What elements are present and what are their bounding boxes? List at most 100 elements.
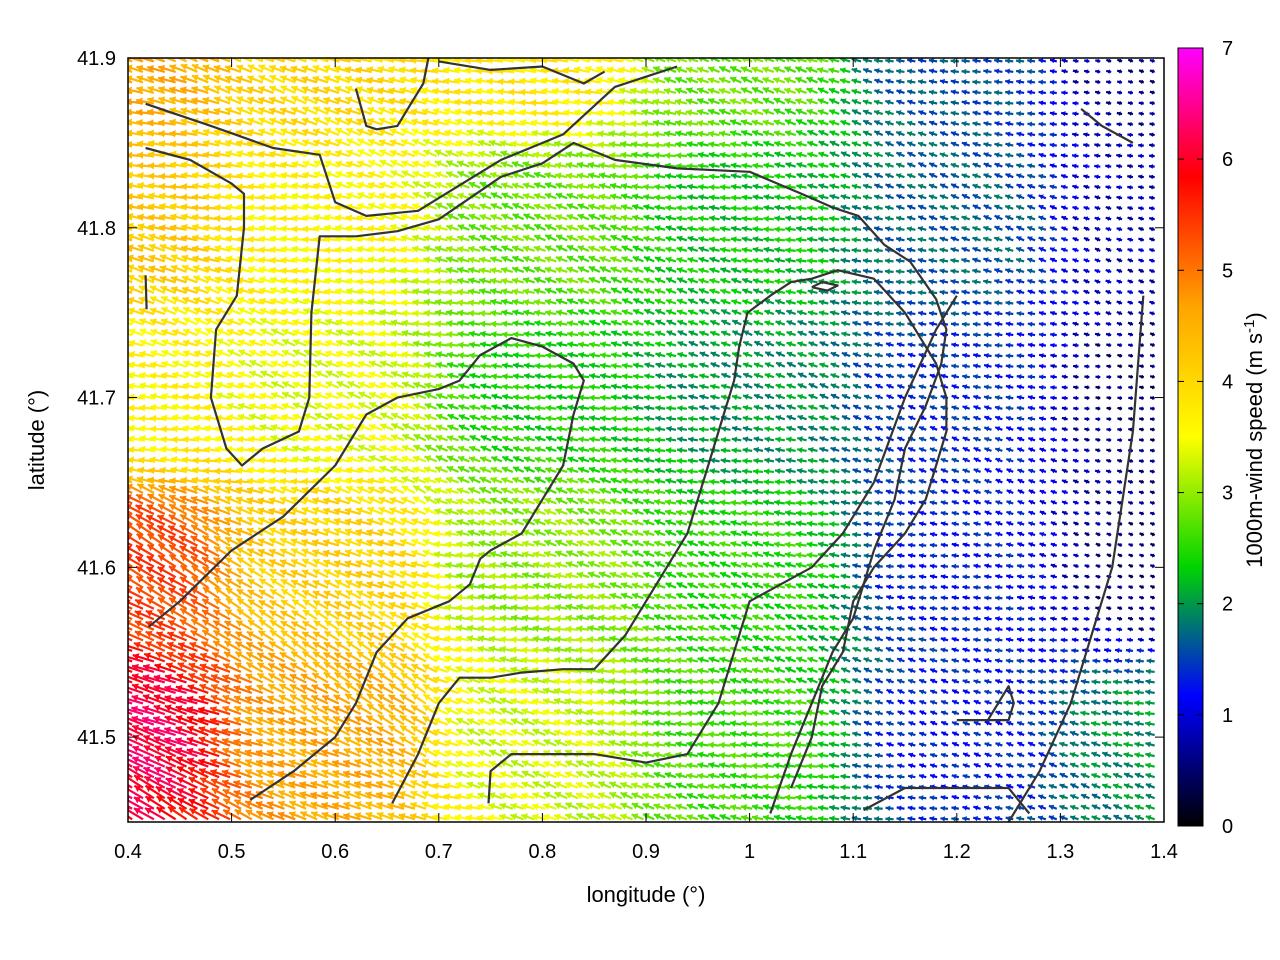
wind-arrow: [951, 173, 959, 178]
wind-arrow: [236, 172, 251, 179]
wind-arrow: [1150, 69, 1155, 73]
wind-arrow: [335, 299, 349, 306]
wind-arrow: [852, 194, 861, 200]
wind-arrow: [424, 310, 437, 317]
wind-arrow: [994, 300, 1002, 305]
wind-arrow: [951, 194, 959, 199]
wind-arrow: [545, 203, 557, 210]
wind-arrow: [556, 245, 567, 251]
wind-arrow: [655, 309, 665, 315]
wind-arrow: [534, 320, 545, 327]
wind-arrow: [1027, 174, 1035, 179]
wind-arrow: [1072, 143, 1079, 148]
wind-arrow: [994, 121, 1002, 126]
wind-arrow: [710, 309, 719, 315]
wind-arrow: [753, 194, 763, 200]
wind-arrow: [1084, 227, 1090, 231]
wind-arrow: [457, 235, 469, 242]
wind-arrow: [951, 236, 959, 241]
wind-arrow: [523, 224, 534, 231]
wind-arrow: [1039, 58, 1046, 63]
wind-arrow: [446, 171, 458, 178]
wind-arrow: [929, 90, 937, 96]
wind-arrow: [545, 224, 556, 231]
wind-arrow: [994, 258, 1002, 263]
wind-arrow: [1050, 300, 1057, 305]
wind-arrow: [479, 288, 491, 295]
wind-arrow: [940, 184, 948, 189]
wind-arrow: [907, 141, 915, 146]
wind-arrow: [523, 277, 535, 284]
wind-arrow: [1094, 143, 1100, 148]
wind-arrow: [983, 100, 991, 106]
wind-arrow: [501, 278, 513, 285]
wind-arrow: [775, 299, 785, 305]
wind-arrow: [1084, 248, 1090, 252]
wind-arrow: [1050, 58, 1057, 63]
wind-arrow: [918, 215, 926, 220]
wind-arrow: [829, 236, 839, 242]
wind-arrow: [490, 267, 502, 274]
wind-arrow: [1150, 59, 1155, 63]
wind-arrow: [620, 163, 632, 170]
wind-arrow: [675, 77, 687, 84]
wind-arrow: [1005, 205, 1013, 210]
wind-arrow: [435, 299, 448, 306]
wind-arrow: [962, 131, 970, 136]
wind-arrow: [753, 278, 763, 284]
wind-arrow: [775, 309, 784, 315]
wind-arrow: [730, 109, 742, 116]
wind-arrow: [610, 245, 621, 252]
wind-arrow: [1027, 236, 1035, 241]
wind-arrow: [688, 257, 698, 263]
wind-arrow: [501, 267, 513, 274]
wind-arrow: [1095, 217, 1101, 222]
wind-arrow: [512, 309, 523, 316]
wind-arrow: [940, 236, 948, 242]
wind-arrow: [1039, 132, 1046, 137]
wind-arrow: [731, 195, 742, 201]
wind-arrow: [446, 267, 459, 274]
wind-arrow: [642, 98, 655, 105]
wind-arrow: [796, 109, 807, 115]
wind-arrow: [1149, 238, 1154, 242]
wind-arrow: [1061, 163, 1068, 168]
wind-arrow: [633, 320, 643, 326]
wind-arrow: [457, 160, 469, 167]
wind-arrow: [600, 299, 611, 306]
wind-arrow: [357, 309, 371, 316]
wind-arrow: [774, 215, 784, 221]
wind-arrow: [1027, 268, 1035, 273]
wind-arrow: [446, 289, 459, 296]
wind-arrow: [642, 109, 655, 116]
wind-arrow: [566, 162, 578, 169]
wind-arrow: [874, 216, 883, 222]
wind-arrow: [885, 300, 894, 306]
wind-arrow: [446, 235, 458, 242]
wind-arrow: [666, 277, 676, 283]
wind-arrow: [468, 161, 480, 168]
wind-arrow: [490, 256, 502, 263]
wind-arrow: [785, 130, 796, 136]
wind-arrow: [951, 121, 959, 126]
wind-arrow: [644, 256, 654, 262]
wind-arrow: [775, 151, 785, 157]
wind-arrow: [1095, 206, 1101, 211]
wind-arrow: [534, 256, 546, 263]
wind-arrow: [390, 289, 404, 296]
wind-arrow: [785, 194, 795, 200]
wind-arrow: [940, 121, 948, 126]
wind-arrow: [983, 257, 991, 262]
wind-arrow: [762, 77, 774, 84]
wind-arrow: [818, 247, 828, 253]
wind-arrow: [1095, 269, 1101, 274]
wind-arrow: [1116, 164, 1122, 169]
wind-arrow: [435, 309, 448, 316]
wind-arrow: [807, 268, 817, 274]
wind-arrow: [1073, 59, 1079, 64]
wind-arrow: [896, 69, 904, 75]
wind-arrow: [929, 142, 937, 148]
wind-arrow: [1005, 279, 1013, 284]
wind-arrow: [1127, 196, 1133, 201]
wind-arrow: [1073, 69, 1079, 74]
